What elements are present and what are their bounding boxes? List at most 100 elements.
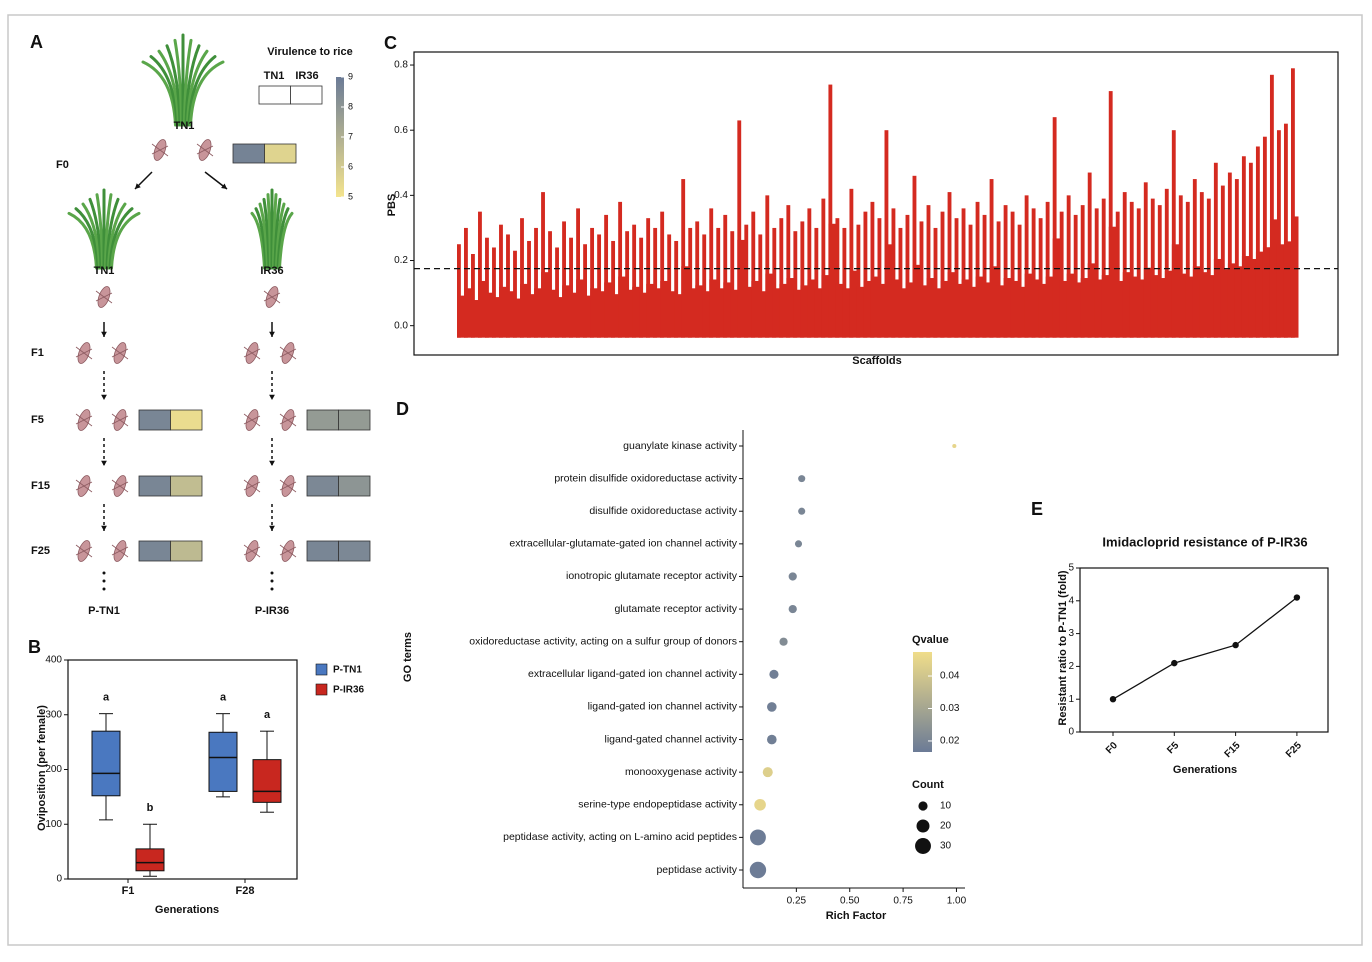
rice-blade xyxy=(273,197,282,270)
pbs-band xyxy=(555,297,563,338)
planthopper-legs xyxy=(75,413,93,427)
arrow-head xyxy=(101,525,107,531)
term-label: peptidase activity xyxy=(656,864,737,876)
pbs-spike xyxy=(1213,162,1218,338)
pbs-band xyxy=(877,283,886,338)
trend-line xyxy=(1112,597,1298,700)
pbs-spike xyxy=(1101,198,1106,338)
planthopper-legs xyxy=(243,346,261,360)
pbs-spike xyxy=(821,198,826,338)
rice-blade xyxy=(187,55,217,127)
pbs-spike xyxy=(751,211,756,338)
planthopper-legs xyxy=(111,544,129,558)
pbs-spike xyxy=(793,231,798,338)
pbs-spike xyxy=(849,188,854,338)
pbs-spike xyxy=(681,179,686,338)
pbs-spike xyxy=(604,214,609,338)
planthopper-legs xyxy=(279,413,297,427)
pbs-spike xyxy=(674,240,679,338)
pbs-band xyxy=(520,283,528,338)
rice-blade xyxy=(250,211,266,270)
arrow-head xyxy=(221,183,227,189)
pbs-band xyxy=(1262,247,1271,338)
point xyxy=(1293,594,1301,601)
panel-label: D xyxy=(396,399,409,419)
virulence-cell xyxy=(138,409,171,431)
pbs-spike xyxy=(1066,195,1071,338)
x-tick-label: 0.25 xyxy=(787,896,807,907)
pbs-spike xyxy=(912,175,917,338)
point xyxy=(1232,641,1239,649)
pbs-band xyxy=(1171,244,1180,338)
pbs-band xyxy=(632,286,640,338)
term-label: ionotropic glutamate receptor activity xyxy=(566,570,738,582)
pbs-band xyxy=(996,285,1005,338)
pbs-band xyxy=(898,288,907,338)
pbs-spike xyxy=(1227,172,1232,338)
colorbar-tick-label: 0.03 xyxy=(940,703,960,714)
pbs-spike xyxy=(723,214,728,338)
pbs-band xyxy=(1241,256,1250,338)
pbs-spike xyxy=(1269,74,1274,338)
pbs-spike xyxy=(891,208,896,338)
pbs-band xyxy=(884,244,893,338)
pbs-spike xyxy=(520,218,524,338)
y-tick-label: 4 xyxy=(1068,595,1074,606)
pbs-band xyxy=(821,275,829,338)
pbs-band xyxy=(1213,258,1222,338)
y-tick-label: 0.4 xyxy=(394,190,408,201)
generation-label: F15 xyxy=(31,480,50,492)
pbs-spike xyxy=(898,227,903,338)
pbs-band xyxy=(695,285,703,338)
pbs-band xyxy=(478,280,486,338)
pbs-spike xyxy=(1024,195,1029,338)
y-tick-label: 3 xyxy=(1068,628,1074,639)
pbs-spike xyxy=(639,237,644,338)
panel-label: B xyxy=(28,637,41,657)
pbs-spike xyxy=(1234,179,1239,338)
rice-blade xyxy=(88,197,103,270)
planthopper-legs xyxy=(75,479,93,493)
planthopper-legs xyxy=(111,479,129,493)
continuation-dot xyxy=(102,587,106,591)
pbs-spike xyxy=(471,254,475,338)
pbs-band xyxy=(709,279,717,338)
term-label: peptidase activity, acting on L-amino ac… xyxy=(503,831,737,843)
pbs-band xyxy=(842,288,850,338)
rice-blade xyxy=(173,38,183,127)
pbs-spike xyxy=(807,208,812,338)
box xyxy=(252,759,282,803)
continuation-dot xyxy=(270,587,274,591)
arrow-head xyxy=(101,394,107,400)
y-tick-label: 1 xyxy=(1068,694,1074,705)
point xyxy=(1171,659,1178,667)
significance-letter: b xyxy=(147,802,154,814)
pbs-band xyxy=(1031,279,1040,338)
y-tick-label: 0.0 xyxy=(394,320,408,331)
pbs-band xyxy=(954,283,963,338)
pbs-band xyxy=(905,282,914,338)
y-tick-label: 300 xyxy=(45,709,62,720)
planthopper-legs xyxy=(75,346,93,360)
line-name: P-IR36 xyxy=(255,605,289,617)
pbs-spike xyxy=(583,244,588,338)
pbs-spike xyxy=(611,240,616,338)
pbs-band xyxy=(1087,263,1096,338)
size-key-label: 20 xyxy=(940,821,952,832)
chart-title: Imidacloprid resistance of P-IR36 xyxy=(1102,534,1307,549)
pbs-spike xyxy=(1255,146,1260,338)
planthopper-legs xyxy=(263,290,281,304)
pbs-spike xyxy=(779,218,784,338)
colorbar-tick-label: 7 xyxy=(348,131,353,141)
pbs-band xyxy=(1010,280,1019,338)
pbs-spike xyxy=(989,179,994,338)
pbs-band xyxy=(1150,275,1159,338)
plot-frame xyxy=(413,51,1339,356)
pbs-spike xyxy=(982,214,987,338)
rice-blade xyxy=(275,202,286,270)
box xyxy=(91,730,121,797)
pbs-spike xyxy=(877,218,882,338)
pbs-spike xyxy=(905,214,910,338)
column-header: IR36 xyxy=(295,70,318,82)
